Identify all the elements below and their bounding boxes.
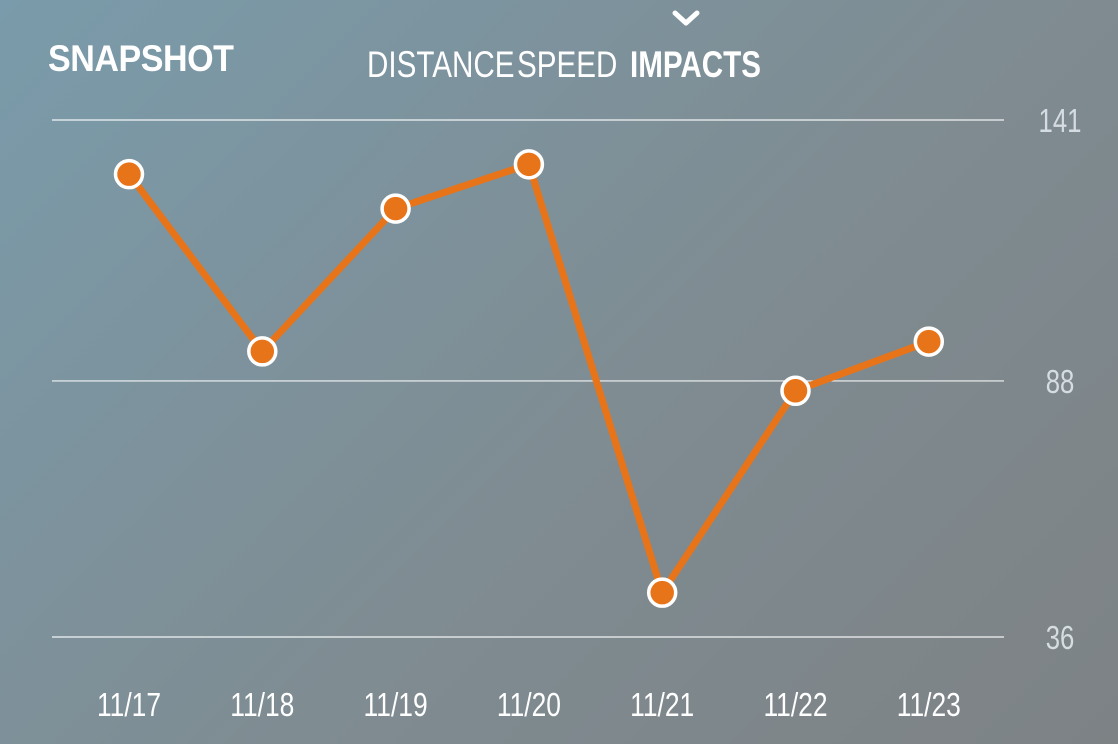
y-tick-label: 141 bbox=[1039, 103, 1082, 140]
series-line bbox=[125, 160, 933, 597]
y-tick-label: 88 bbox=[1046, 364, 1075, 401]
data-point-11-20[interactable] bbox=[513, 149, 545, 180]
x-tick-label: 11/23 bbox=[897, 687, 961, 723]
data-point-11-21[interactable] bbox=[646, 577, 678, 608]
chart-x-axis: 11/17 11/18 11/19 11/20 11/21 11/22 11/23 bbox=[97, 687, 961, 723]
x-tick-label: 11/18 bbox=[230, 687, 294, 723]
chart-y-axis: 141 88 36 bbox=[1039, 103, 1082, 657]
x-tick-label: 11/19 bbox=[364, 687, 428, 723]
data-point-11-22[interactable] bbox=[780, 375, 811, 407]
data-point-11-18[interactable] bbox=[247, 336, 278, 367]
metric-tabs: DISTANCE SPEED IMPACTS bbox=[0, 44, 1118, 94]
chart-series bbox=[125, 160, 933, 597]
x-tick-label: 11/22 bbox=[763, 687, 827, 723]
tab-impacts[interactable]: IMPACTS bbox=[630, 44, 762, 85]
app-title: SNAPSHOT bbox=[48, 38, 234, 79]
chevron-down-icon bbox=[672, 10, 700, 26]
tab-speed[interactable]: SPEED bbox=[517, 44, 618, 85]
tab-distance[interactable]: DISTANCE bbox=[367, 44, 515, 85]
data-point-11-19[interactable] bbox=[380, 193, 411, 224]
data-point-11-17[interactable] bbox=[113, 158, 145, 190]
chart-points bbox=[113, 149, 945, 608]
data-point-11-23[interactable] bbox=[913, 326, 945, 357]
x-tick-label: 11/17 bbox=[97, 687, 161, 723]
x-tick-label: 11/21 bbox=[630, 687, 694, 723]
chart-gridlines bbox=[52, 119, 1004, 638]
x-tick-label: 11/20 bbox=[497, 687, 561, 723]
y-tick-label: 36 bbox=[1046, 620, 1075, 657]
